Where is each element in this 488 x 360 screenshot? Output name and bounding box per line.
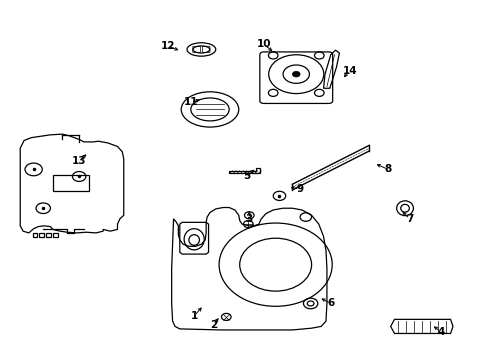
Text: 11: 11	[183, 98, 198, 107]
Text: 13: 13	[72, 156, 86, 166]
Text: 1: 1	[190, 311, 198, 321]
Text: 7: 7	[406, 214, 413, 224]
Text: 8: 8	[384, 165, 391, 174]
Text: 2: 2	[209, 320, 217, 330]
Text: 6: 6	[326, 298, 334, 309]
Text: 9: 9	[295, 184, 303, 194]
Text: 10: 10	[256, 39, 270, 49]
Circle shape	[292, 71, 300, 77]
Text: 14: 14	[342, 66, 357, 76]
Text: 3: 3	[245, 214, 252, 224]
Text: 12: 12	[160, 41, 175, 51]
Text: 5: 5	[243, 171, 250, 181]
Text: 4: 4	[436, 327, 444, 337]
